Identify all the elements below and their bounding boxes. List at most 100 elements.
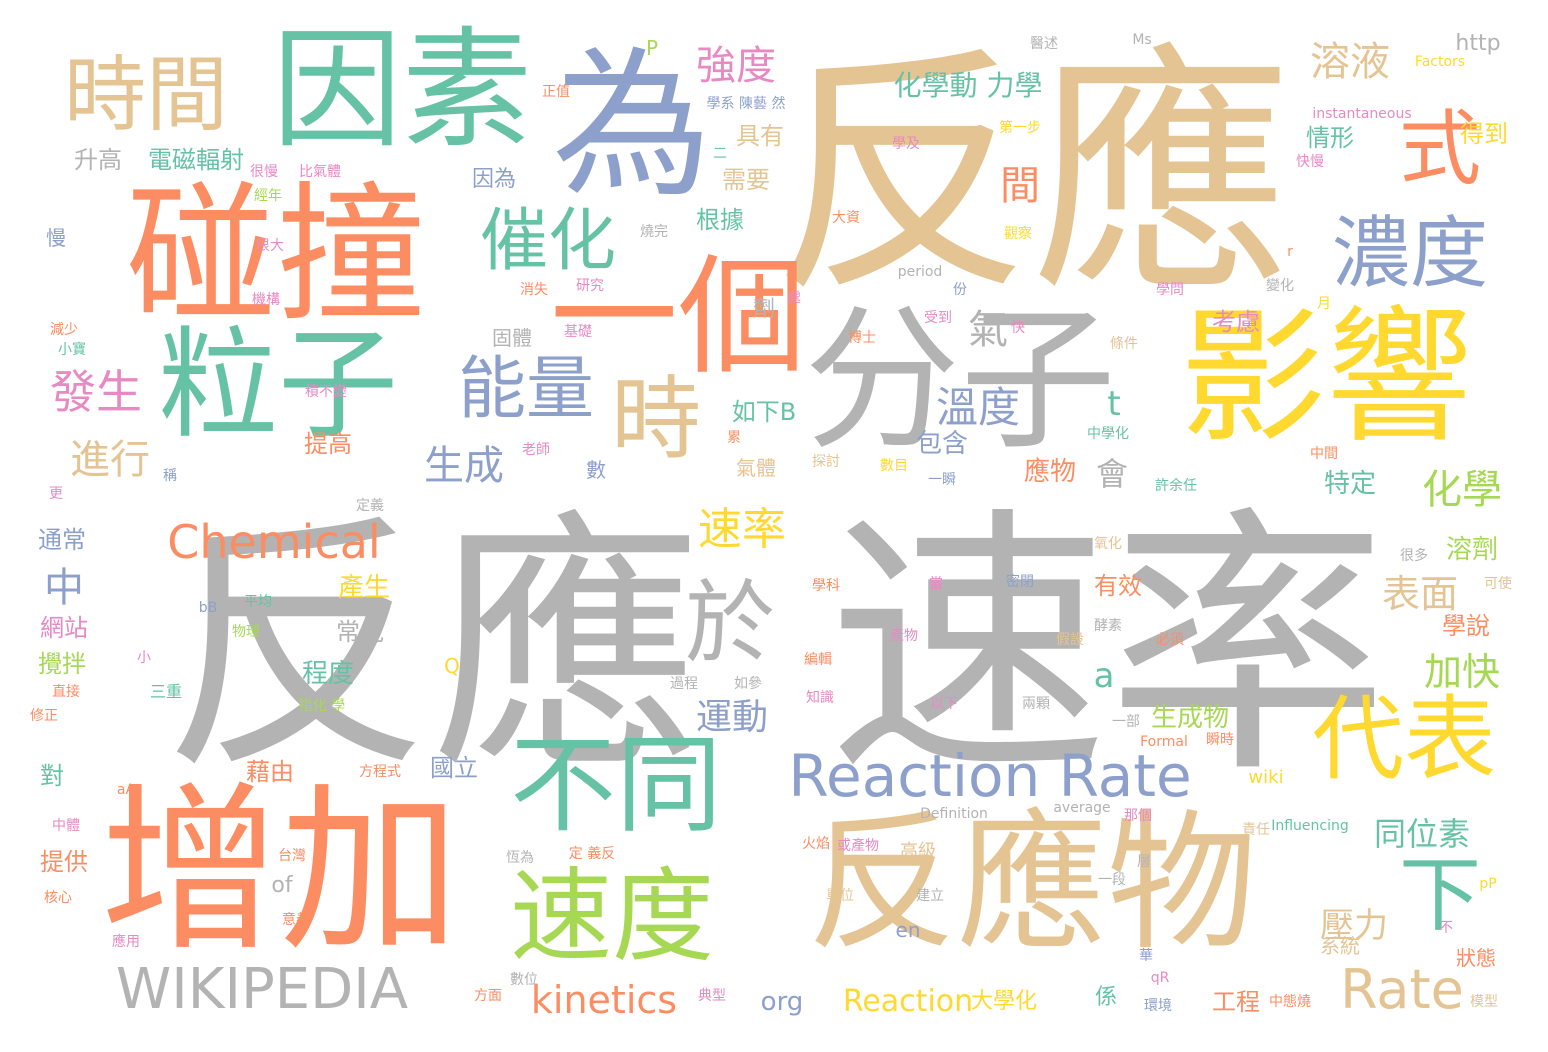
- word: 處: [787, 290, 801, 306]
- word: 工程: [1212, 988, 1260, 1016]
- word: P: [645, 36, 659, 60]
- word: 單位: [826, 888, 854, 904]
- word: 時: [611, 367, 701, 472]
- word: 小寶: [58, 342, 86, 358]
- word: 速度: [510, 858, 714, 977]
- word: 消失: [520, 282, 548, 298]
- word: 稱: [163, 468, 177, 484]
- word: 如參: [734, 676, 762, 692]
- word: 狀態: [1456, 946, 1496, 970]
- word: 電磁輻射: [148, 146, 244, 174]
- word: 環境: [1144, 998, 1172, 1014]
- word: 中: [44, 565, 84, 611]
- word: 劑: [752, 297, 776, 322]
- word: 中態燒: [1269, 994, 1311, 1010]
- word: 小: [137, 650, 151, 666]
- word: 編輯: [804, 652, 832, 668]
- word: 平均: [244, 594, 272, 610]
- word: Rate: [1340, 958, 1464, 1021]
- word: 機構: [252, 292, 280, 308]
- word: 常見: [336, 618, 384, 646]
- word: 定 義反: [568, 846, 616, 862]
- word: 那個: [1124, 808, 1152, 824]
- word: 速率: [828, 485, 1388, 811]
- word: 酵素: [1094, 618, 1122, 634]
- word: 慢: [46, 226, 66, 250]
- word: 中學化: [1087, 426, 1129, 442]
- word: 學及: [892, 136, 920, 152]
- word: 過程: [670, 676, 698, 692]
- word: instantaneous: [1312, 106, 1412, 122]
- word: 化學動 力學: [893, 69, 1043, 102]
- word: 經年: [254, 188, 282, 204]
- word: 很大: [256, 238, 284, 254]
- word: 台灣: [278, 848, 306, 864]
- word: 程度: [301, 659, 355, 689]
- word: en: [895, 918, 921, 942]
- word: of: [271, 873, 293, 898]
- word: 方程式: [359, 764, 401, 780]
- word: 產物: [890, 628, 918, 644]
- word: 溫度: [935, 383, 1021, 432]
- word: 月: [1317, 296, 1331, 312]
- word: 為: [551, 32, 713, 219]
- word: 責任: [1242, 822, 1270, 838]
- word: 不同: [510, 724, 722, 847]
- word: 對: [40, 762, 64, 790]
- word: 因素: [271, 14, 533, 166]
- word: 式: [1398, 102, 1482, 197]
- word: 一段: [1098, 872, 1126, 888]
- word: 以下: [930, 696, 958, 712]
- word: 生成: [424, 443, 504, 489]
- word: 如下B: [731, 398, 797, 426]
- word: 探討: [812, 454, 840, 470]
- word: 恆為: [506, 850, 534, 866]
- word: 會: [1095, 455, 1129, 493]
- word: 方面: [474, 988, 502, 1004]
- word: 通常: [38, 526, 86, 554]
- word: 變化: [1266, 278, 1294, 294]
- word: Chemical: [167, 515, 381, 569]
- word: 下: [1398, 848, 1482, 943]
- word: 數目: [880, 458, 908, 474]
- word: 網站: [40, 614, 88, 642]
- word: 密閉: [1006, 574, 1034, 590]
- word: 份: [953, 282, 967, 298]
- word: 雜: [1291, 646, 1305, 662]
- word: 學系 陳藝 然: [706, 96, 786, 112]
- word: 假設: [1056, 632, 1084, 648]
- word: 修正: [30, 708, 58, 724]
- word: 二: [713, 146, 727, 162]
- word: 減少: [50, 322, 78, 338]
- word: t: [1107, 384, 1121, 424]
- word: 反應: [772, 25, 1292, 327]
- word: 情形: [1306, 124, 1354, 152]
- word: Formal: [1140, 734, 1188, 750]
- word: 因為: [471, 167, 517, 192]
- word: 系統: [1320, 934, 1360, 958]
- word: 產生: [337, 573, 391, 603]
- word: 直接: [52, 684, 80, 700]
- word: 三重: [149, 682, 183, 701]
- word: 提高: [304, 430, 352, 458]
- word: 可使: [1484, 576, 1512, 592]
- word: 學說: [1442, 612, 1490, 640]
- word: Reaction: [842, 984, 974, 1019]
- word: 係: [1094, 985, 1118, 1010]
- word: 不: [1439, 920, 1453, 936]
- word: 能量: [457, 350, 595, 429]
- word: 許余任: [1155, 478, 1197, 494]
- word: 數: [586, 458, 606, 482]
- word: 影響: [1180, 293, 1472, 463]
- word: 模型: [1470, 994, 1498, 1010]
- word: 積不變: [305, 384, 347, 400]
- word: 有效: [1094, 572, 1142, 600]
- word: 壓力: [1320, 906, 1388, 946]
- word: Ms: [1132, 32, 1152, 48]
- word: 大資: [832, 210, 860, 226]
- word: 時間: [63, 48, 229, 143]
- word: 數位: [510, 972, 538, 988]
- word: 累: [727, 430, 741, 446]
- word: 老師: [522, 442, 550, 458]
